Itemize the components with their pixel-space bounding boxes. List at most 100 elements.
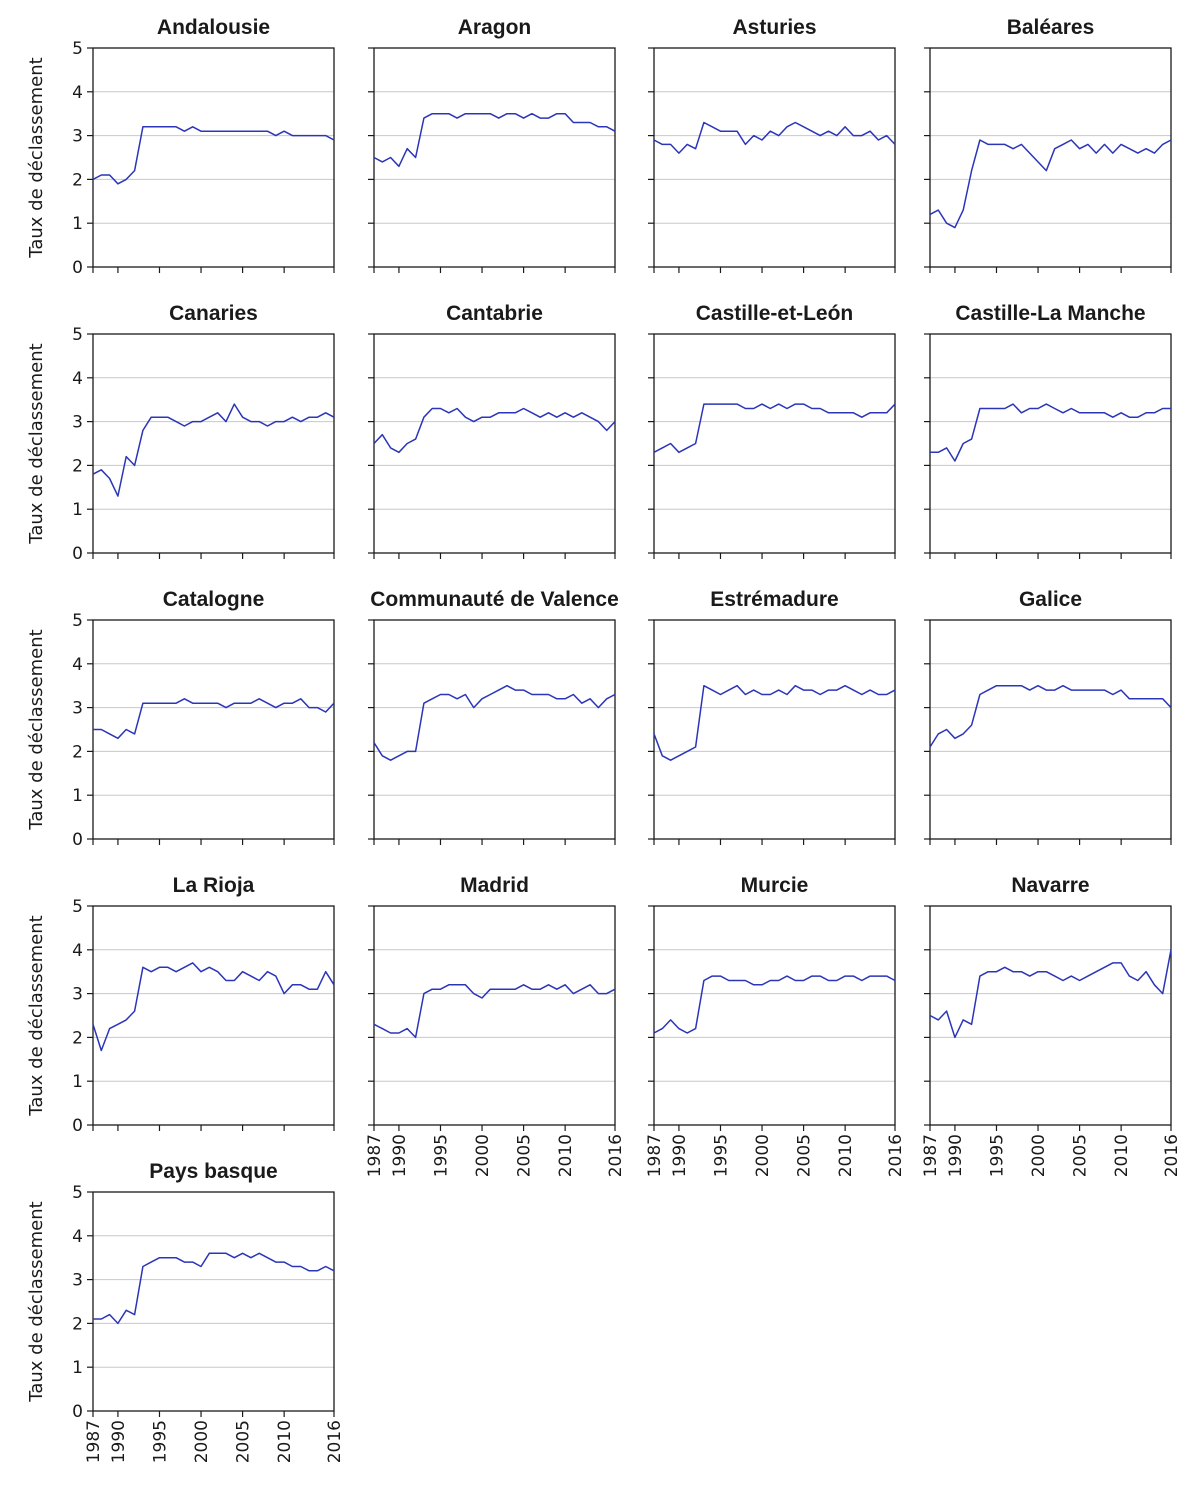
panel-estremadure: Estrémadure (648, 588, 896, 845)
panel-title: Castille-et-León (696, 302, 854, 325)
y-tick-label: 0 (72, 830, 83, 850)
series-line-estremadure (653, 684, 896, 761)
series-line-navarre (929, 949, 1172, 1039)
x-tick-label: 2005 (1071, 1134, 1091, 1177)
series-line-communaute-de-valence (373, 684, 616, 761)
panel-castille-et-leon: Castille-et-León (648, 302, 896, 559)
y-tick-label: 1 (72, 1358, 83, 1378)
panel-title: Cantabrie (446, 302, 543, 325)
x-tick-label: 2010 (836, 1134, 856, 1177)
series-line-castille-la-manche (930, 403, 1171, 462)
plot-frame (92, 333, 335, 554)
x-tick-label: 1990 (109, 1420, 129, 1463)
y-axis-label: Taux de déclassement (26, 57, 47, 258)
x-tick-label: 2000 (192, 1420, 212, 1463)
x-tick-label: 1990 (670, 1134, 690, 1177)
panel-title: Madrid (460, 874, 529, 897)
y-tick-label: 5 (72, 1183, 83, 1203)
panel-murcie: Murcie 1987 1990 1995 2000 2005 2010 2016 (645, 874, 906, 1177)
x-tick-label: 1987 (84, 1420, 104, 1463)
panel-navarre: Navarre 1987 1990 1995 2000 2005 2010 2016 (921, 874, 1182, 1177)
y-axis-label: Taux de déclassement (26, 1201, 47, 1402)
y-tick-label: 5 (72, 39, 83, 59)
series-line-aragon (373, 112, 616, 168)
y-tick-label: 1 (72, 214, 83, 234)
x-tick-label: 1990 (390, 1134, 410, 1177)
panel-baleares: Baléares (924, 16, 1172, 273)
x-tick-label: 1990 (946, 1134, 966, 1177)
x-tick-label: 2000 (1029, 1134, 1049, 1177)
panel-title: Navarre (1011, 874, 1089, 897)
x-tick-label: 1987 (365, 1134, 385, 1177)
series-line-galice (929, 684, 1172, 748)
plot-frame (92, 905, 335, 1126)
x-tick-label: 2016 (886, 1134, 906, 1177)
y-tick-label: 3 (72, 1271, 83, 1291)
panel-title: Asturies (732, 16, 816, 39)
y-tick-label: 3 (72, 699, 83, 719)
panel-canaries: Canaries 0 1 2 3 4 5 Taux de déclassement (26, 302, 335, 564)
panel-title: Pays basque (149, 1160, 277, 1183)
y-axis-label: Taux de déclassement (26, 343, 47, 544)
y-tick-label: 2 (72, 1028, 83, 1048)
series-line-castille-et-leon (653, 403, 896, 454)
panel-title: Communauté de Valence (370, 588, 619, 611)
y-tick-label: 5 (72, 611, 83, 631)
y-tick-label: 0 (72, 1116, 83, 1136)
x-tick-label: 2000 (473, 1134, 493, 1177)
y-tick-label: 4 (72, 941, 83, 961)
y-tick-label: 1 (72, 1072, 83, 1092)
series-line-asturies (653, 121, 896, 154)
panel-la-rioja: La Rioja 0 1 2 3 4 5 Taux de déclassement (26, 874, 335, 1136)
plot-frame (929, 333, 1172, 554)
x-tick-label: 2005 (795, 1134, 815, 1177)
y-tick-label: 3 (72, 413, 83, 433)
series-line-la-rioja (92, 962, 335, 1052)
plot-frame (653, 905, 896, 1126)
panel-andalousie: Andalousie 0 1 2 3 4 5 Taux de déclassement (26, 16, 335, 278)
panel-title: La Rioja (173, 874, 255, 897)
panel-catalogne: Catalogne 0 1 2 3 4 5 Taux de déclassement (26, 588, 335, 850)
y-tick-label: 5 (72, 325, 83, 345)
x-tick-label: 1995 (150, 1420, 170, 1463)
y-tick-label: 1 (72, 786, 83, 806)
y-tick-label: 2 (72, 170, 83, 190)
y-tick-label: 2 (72, 456, 83, 476)
panel-asturies: Asturies (648, 16, 896, 273)
series-line-catalogne (93, 698, 335, 740)
x-tick-label: 2010 (1112, 1134, 1132, 1177)
y-tick-label: 0 (72, 1402, 83, 1422)
y-tick-label: 4 (72, 1227, 83, 1247)
plot-frame (373, 47, 616, 268)
panel-aragon: Aragon (368, 16, 616, 273)
y-tick-label: 2 (72, 742, 83, 762)
panel-title: Estrémadure (710, 588, 838, 611)
y-tick-label: 0 (72, 258, 83, 278)
y-tick-label: 4 (72, 83, 83, 103)
x-tick-label: 2016 (325, 1420, 345, 1463)
plot-frame (92, 47, 335, 268)
plot-frame (653, 333, 896, 554)
series-line-andalousie (92, 126, 335, 185)
x-tick-label: 2010 (556, 1134, 576, 1177)
y-tick-label: 4 (72, 655, 83, 675)
series-line-madrid (373, 984, 616, 1039)
y-axis-label: Taux de déclassement (26, 915, 47, 1116)
plot-frame (929, 619, 1172, 840)
panel-title: Baléares (1007, 16, 1095, 39)
plot-frame (373, 333, 616, 554)
y-tick-label: 0 (72, 544, 83, 564)
plot-frame (653, 47, 896, 268)
panel-communaute-de-valence: Communauté de Valence (368, 588, 619, 845)
x-tick-label: 1987 (921, 1134, 941, 1177)
panel-title: Murcie (741, 874, 809, 897)
panel-title: Catalogne (163, 588, 265, 611)
x-tick-label: 1995 (431, 1134, 451, 1177)
panel-title: Aragon (458, 16, 532, 39)
y-tick-label: 4 (72, 369, 83, 389)
y-tick-label: 3 (72, 985, 83, 1005)
plot-frame (929, 47, 1172, 268)
series-line-baleares (929, 139, 1172, 229)
x-tick-label: 2016 (1162, 1134, 1182, 1177)
x-tick-label: 1995 (711, 1134, 731, 1177)
